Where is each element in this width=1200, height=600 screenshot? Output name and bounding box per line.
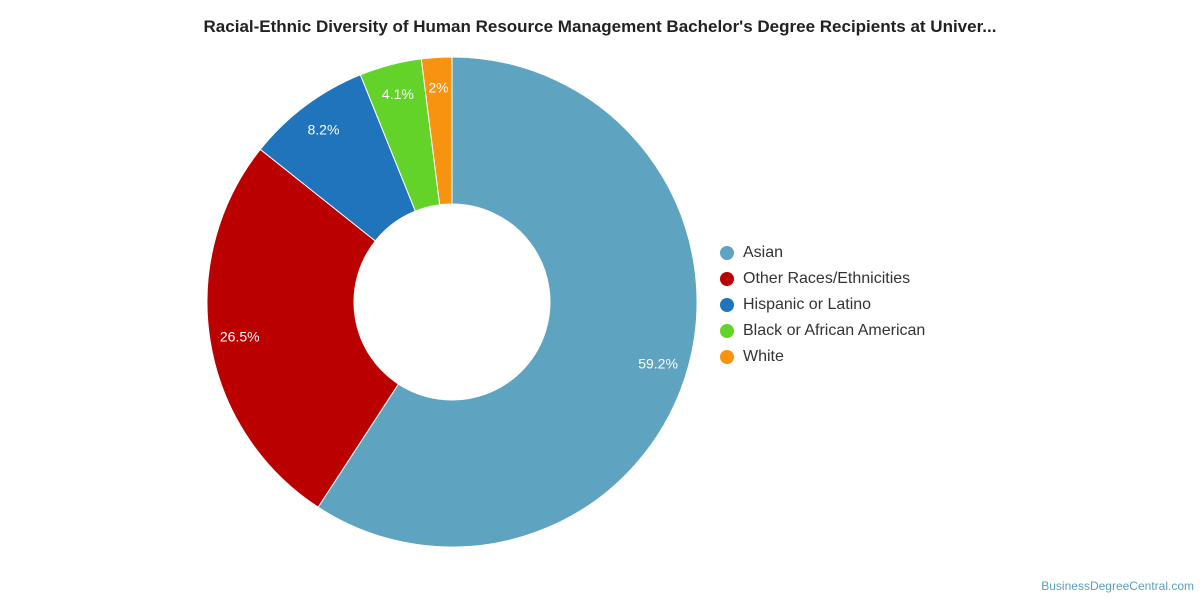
slice-labels: 59.2% 26.5% 8.2% 4.1% 2% — [220, 79, 678, 371]
legend-swatch — [720, 298, 734, 312]
legend-label: White — [743, 348, 784, 365]
legend-item-white[interactable]: White — [720, 344, 925, 370]
legend-item-black-or-african-american[interactable]: Black or African American — [720, 318, 925, 344]
legend-item-hispanic-or-latino[interactable]: Hispanic or Latino — [720, 292, 925, 318]
slice-other-races-ethnicities[interactable] — [206, 148, 400, 508]
chart-title: Racial-Ethnic Diversity of Human Resourc… — [203, 17, 997, 36]
slice-label-hispanic-or-latino: 8.2% — [307, 122, 339, 138]
source-credit[interactable]: BusinessDegreeCentral.com — [1041, 579, 1194, 593]
slice-white[interactable] — [420, 56, 453, 206]
legend-swatch — [720, 350, 734, 364]
slice-label-asian: 59.2% — [638, 355, 678, 371]
donut-slices — [206, 56, 698, 548]
legend-swatch — [720, 324, 734, 338]
legend-label: Black or African American — [743, 322, 926, 339]
slice-label-other-races-ethnicities: 26.5% — [220, 328, 260, 344]
legend-swatch — [720, 272, 734, 286]
legend-label: Hispanic or Latino — [743, 296, 872, 313]
slice-label-white: 2% — [428, 79, 448, 95]
legend-item-asian[interactable]: Asian — [720, 240, 925, 266]
legend-label: Asian — [743, 244, 784, 261]
legend-label: Other Races/Ethnicities — [743, 270, 911, 287]
legend: Asian Other Races/Ethnicities Hispanic or … — [720, 240, 925, 370]
legend-item-other-races-ethnicities[interactable]: Other Races/Ethnicities — [720, 266, 925, 292]
slice-label-black-or-african-american: 4.1% — [382, 86, 414, 102]
slice-asian[interactable] — [317, 56, 698, 548]
legend-swatch — [720, 246, 734, 260]
